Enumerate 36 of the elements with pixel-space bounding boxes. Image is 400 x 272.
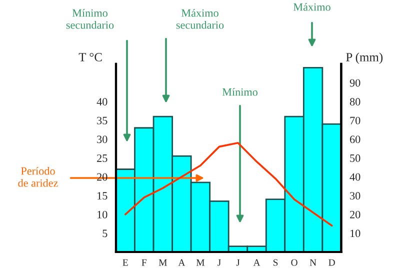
- x-tick-label: N: [310, 259, 316, 266]
- y2-tick-label: 90: [350, 79, 360, 87]
- x-tick-label: F: [142, 259, 146, 266]
- y-tick-label: 10: [98, 210, 108, 218]
- x-tick-label: J: [218, 259, 221, 266]
- x-tick-label: M: [158, 259, 167, 266]
- y-tick-label: 5: [102, 230, 108, 238]
- y-tick-label: 15: [98, 192, 108, 200]
- y2-tick-label: 30: [350, 192, 360, 200]
- y-tick-label: 40: [96, 98, 108, 106]
- y-tick-label: 25: [97, 154, 108, 162]
- x-tick-label: D: [328, 259, 335, 266]
- y2-tick-label: 60: [350, 136, 360, 144]
- annotation: Mínimo: [222, 88, 258, 96]
- y2-tick-label: 70: [350, 116, 360, 124]
- text: Período de aridez: [18, 166, 58, 187]
- x-tick-label: M: [196, 259, 204, 266]
- text: Máximo: [293, 2, 330, 11]
- y2-tick-label: 10: [350, 230, 360, 238]
- x-tick-label: E: [122, 259, 128, 266]
- y-axis-title: T °C: [78, 52, 102, 62]
- x-tick-label: A: [178, 259, 186, 266]
- x-tick-label: J: [236, 259, 240, 266]
- x-tick-label: A: [253, 259, 260, 266]
- y2-axis-title: P (mm): [346, 52, 383, 64]
- text: Mínimo secundario: [66, 8, 114, 29]
- text: Máximo secundario: [176, 8, 224, 29]
- y2-tick-label: 50: [350, 154, 360, 162]
- y2-tick-label: 80: [350, 98, 360, 106]
- y2-tick-label: 40: [350, 173, 360, 181]
- y2-tick-label: 20: [350, 210, 360, 218]
- y-tick-label: 35: [97, 116, 108, 124]
- x-tick-label: O: [291, 259, 298, 266]
- x-tick-label: S: [273, 259, 278, 266]
- y-tick-label: 30: [97, 136, 108, 144]
- line-series: [124, 142, 333, 227]
